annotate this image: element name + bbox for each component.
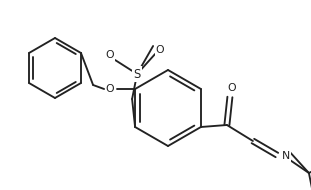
Text: N: N (282, 151, 290, 161)
Text: O: O (156, 45, 165, 55)
Text: O: O (228, 83, 236, 93)
Text: O: O (106, 84, 114, 94)
Text: O: O (106, 50, 114, 60)
Text: S: S (133, 67, 141, 81)
